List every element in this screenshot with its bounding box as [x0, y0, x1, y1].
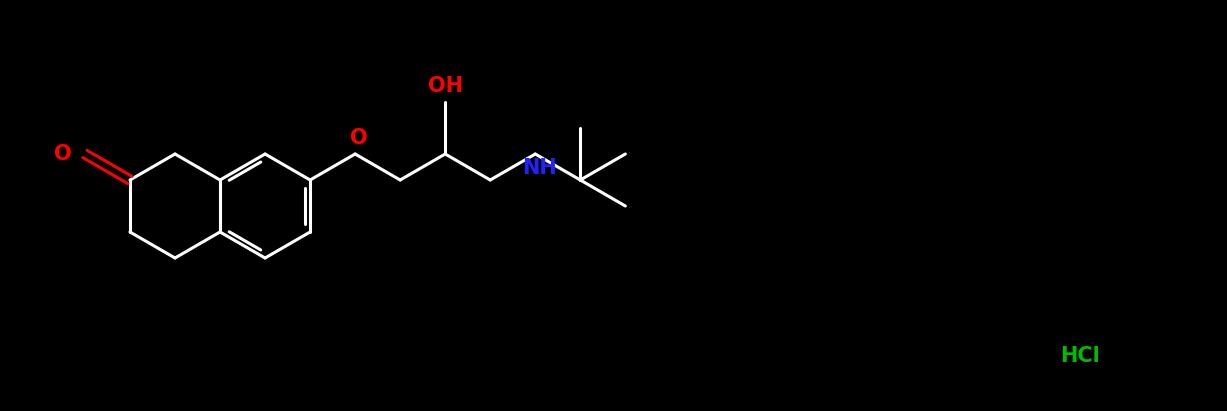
Text: OH: OH: [428, 76, 463, 96]
Text: NH: NH: [521, 158, 557, 178]
Text: HCl: HCl: [1060, 346, 1099, 366]
Text: O: O: [351, 128, 368, 148]
Text: O: O: [54, 144, 72, 164]
